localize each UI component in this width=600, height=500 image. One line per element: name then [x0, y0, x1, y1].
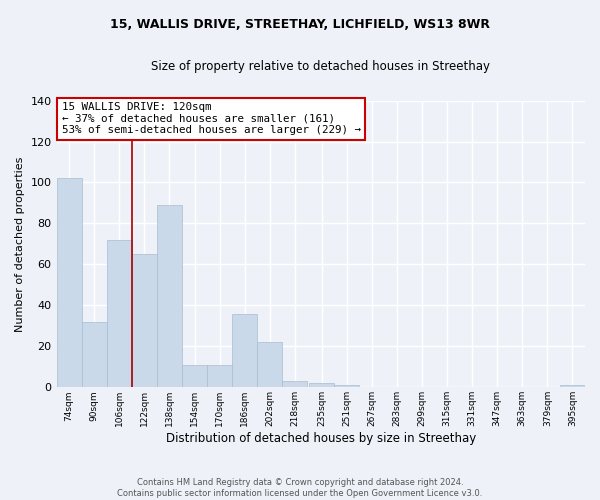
Text: 15 WALLIS DRIVE: 120sqm
← 37% of detached houses are smaller (161)
53% of semi-d: 15 WALLIS DRIVE: 120sqm ← 37% of detache…	[62, 102, 361, 135]
Bar	[283, 381, 307, 388]
Bar	[182, 365, 207, 388]
Bar	[157, 205, 182, 388]
Bar	[232, 314, 257, 388]
X-axis label: Distribution of detached houses by size in Streethay: Distribution of detached houses by size …	[166, 432, 476, 445]
Title: Size of property relative to detached houses in Streethay: Size of property relative to detached ho…	[151, 60, 490, 73]
Bar	[257, 342, 283, 388]
Text: 15, WALLIS DRIVE, STREETHAY, LICHFIELD, WS13 8WR: 15, WALLIS DRIVE, STREETHAY, LICHFIELD, …	[110, 18, 490, 30]
Bar	[207, 365, 232, 388]
Bar	[560, 385, 585, 388]
Bar	[132, 254, 157, 388]
Bar	[82, 322, 107, 388]
Bar	[309, 383, 334, 388]
Y-axis label: Number of detached properties: Number of detached properties	[15, 156, 25, 332]
Bar	[107, 240, 132, 388]
Text: Contains HM Land Registry data © Crown copyright and database right 2024.
Contai: Contains HM Land Registry data © Crown c…	[118, 478, 482, 498]
Bar	[56, 178, 82, 388]
Bar	[334, 385, 359, 388]
